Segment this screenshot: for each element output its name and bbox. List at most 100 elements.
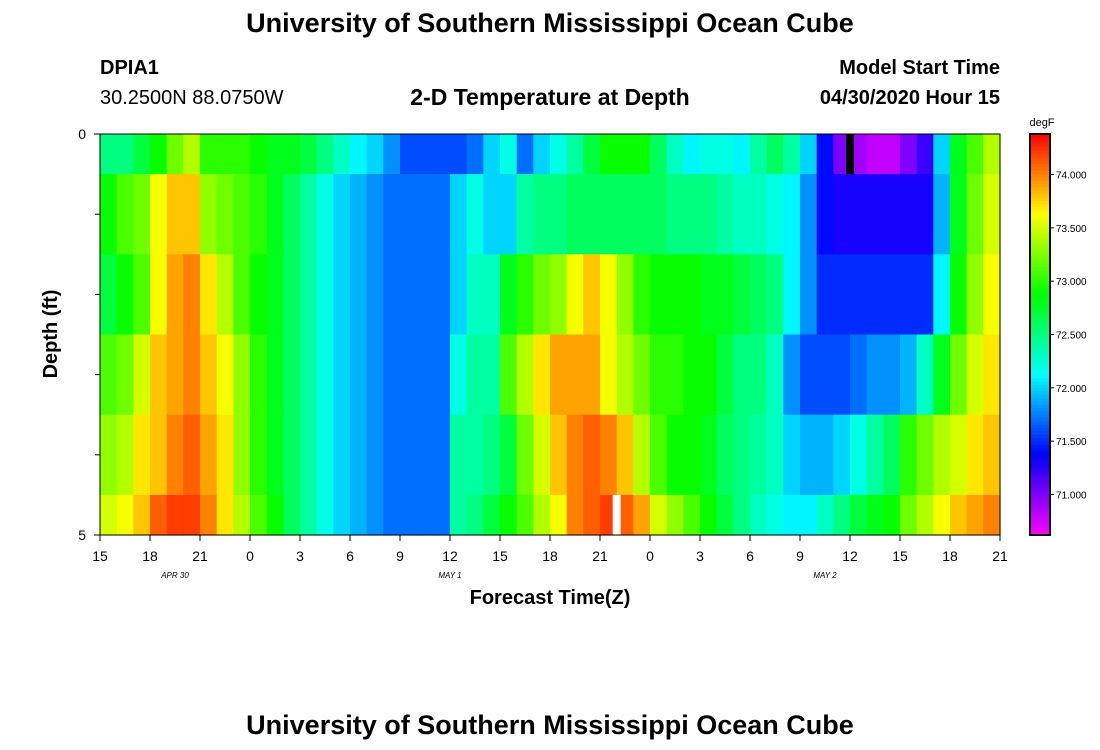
heatmap-cell bbox=[383, 414, 401, 496]
heatmap-cell bbox=[150, 494, 168, 536]
colorbar-segment bbox=[1030, 337, 1050, 342]
x-tick-label: 21 bbox=[992, 548, 1008, 564]
colorbar-segment bbox=[1030, 441, 1050, 446]
heatmap-cell bbox=[283, 334, 301, 416]
heatmap-cell bbox=[650, 494, 668, 536]
heatmap-cell bbox=[950, 494, 968, 536]
model-start-value: 04/30/2020 Hour 15 bbox=[819, 87, 1000, 109]
colorbar-segment bbox=[1030, 357, 1050, 362]
heatmap-cell bbox=[450, 254, 468, 336]
colorbar-segment bbox=[1030, 331, 1050, 336]
heatmap-cell bbox=[116, 414, 134, 496]
heatmap-cell bbox=[233, 254, 251, 336]
heatmap-cell bbox=[916, 414, 934, 496]
colorbar-segment bbox=[1030, 387, 1050, 392]
heatmap-cell bbox=[550, 174, 568, 255]
heatmap-cell bbox=[800, 414, 818, 496]
colorbar-segment bbox=[1030, 257, 1050, 262]
colorbar-segment bbox=[1030, 301, 1050, 306]
colorbar-segment bbox=[1030, 217, 1050, 222]
heatmap-cell bbox=[116, 494, 134, 536]
heatmap-cell bbox=[433, 254, 451, 336]
colorbar-segment bbox=[1030, 428, 1050, 433]
colorbar-segment bbox=[1030, 501, 1050, 506]
heatmap-cell bbox=[383, 174, 401, 255]
heatmap-cell bbox=[783, 174, 801, 255]
heatmap-cell bbox=[883, 334, 901, 416]
heatmap-cell bbox=[816, 174, 834, 255]
heatmap-cell bbox=[216, 414, 234, 496]
heatmap-cell bbox=[400, 254, 418, 336]
x-tick-label: 15 bbox=[892, 548, 908, 564]
colorbar-segment bbox=[1030, 458, 1050, 463]
heatmap-cell bbox=[816, 414, 834, 496]
heatmap-cell bbox=[300, 334, 318, 416]
heatmap-cell bbox=[700, 254, 718, 336]
colorbar-segment bbox=[1030, 314, 1050, 319]
colorbar-segment bbox=[1030, 424, 1050, 429]
heatmap-cell bbox=[383, 334, 401, 416]
heatmap-cell bbox=[600, 414, 618, 496]
heatmap-cell bbox=[800, 254, 818, 336]
heatmap-cell bbox=[400, 134, 418, 175]
heatmap-cell bbox=[500, 494, 518, 536]
heatmap-cell bbox=[366, 334, 384, 416]
colorbar-segment bbox=[1030, 521, 1050, 526]
heatmap-cell bbox=[600, 334, 618, 416]
heatmap-cell bbox=[683, 254, 701, 336]
heatmap-cell bbox=[116, 254, 134, 336]
x-date-label: APR 30 bbox=[160, 571, 189, 580]
heatmap-cell bbox=[766, 334, 784, 416]
heatmap-cell bbox=[200, 494, 218, 536]
colorbar-segment bbox=[1030, 167, 1050, 172]
heatmap-cell bbox=[266, 334, 284, 416]
colorbar-segment bbox=[1030, 317, 1050, 322]
heatmap-cell bbox=[483, 174, 501, 255]
heatmap-cell bbox=[616, 254, 634, 336]
colorbar-segment bbox=[1030, 147, 1050, 152]
heatmap-cell bbox=[966, 334, 984, 416]
heatmap-cell bbox=[850, 334, 868, 416]
heatmap-cell bbox=[366, 414, 384, 496]
heatmap-cell bbox=[483, 334, 501, 416]
heatmap-cell bbox=[350, 334, 368, 416]
colorbar-segment bbox=[1030, 250, 1050, 255]
heatmap-cell bbox=[433, 414, 451, 496]
heatmap-cell bbox=[716, 494, 734, 536]
heatmap-cell bbox=[650, 254, 668, 336]
colorbar-segment bbox=[1030, 274, 1050, 279]
heatmap-cell bbox=[600, 174, 618, 255]
colorbar-segment bbox=[1030, 321, 1050, 326]
heatmap-cell bbox=[100, 494, 118, 536]
plot-title: 2-D Temperature at Depth bbox=[410, 84, 690, 110]
heatmap-cell bbox=[983, 414, 1001, 496]
heatmap-cell bbox=[200, 414, 218, 496]
heatmap-cell bbox=[983, 334, 1001, 416]
heatmap-cell bbox=[533, 134, 551, 175]
heatmap-cell bbox=[716, 334, 734, 416]
colorbar-segment bbox=[1030, 408, 1050, 412]
heatmap-cell bbox=[516, 174, 534, 255]
colorbar-segment bbox=[1030, 327, 1050, 332]
heatmap-cell bbox=[566, 414, 584, 496]
heatmap-cell bbox=[533, 254, 551, 336]
heatmap-cell bbox=[950, 254, 968, 336]
colorbar-segment bbox=[1030, 324, 1050, 329]
heatmap-cell bbox=[316, 254, 334, 336]
heatmap-cell bbox=[750, 334, 768, 416]
heatmap-cell bbox=[483, 134, 501, 175]
heatmap-cell bbox=[466, 334, 484, 416]
heatmap-cell bbox=[550, 334, 568, 416]
heatmap-cell bbox=[583, 334, 601, 416]
heatmap-cell bbox=[416, 174, 434, 255]
colorbar-segment bbox=[1030, 307, 1050, 312]
heatmap-cell bbox=[500, 134, 518, 175]
colorbar-segment bbox=[1030, 184, 1050, 189]
colorbar-segment bbox=[1030, 484, 1050, 489]
colorbar-segment bbox=[1030, 180, 1050, 185]
heatmap-cell bbox=[550, 254, 568, 336]
heatmap-cell bbox=[600, 254, 618, 336]
colorbar-segment bbox=[1030, 220, 1050, 225]
heatmap-cell bbox=[683, 334, 701, 416]
heatmap-cell bbox=[200, 254, 218, 336]
